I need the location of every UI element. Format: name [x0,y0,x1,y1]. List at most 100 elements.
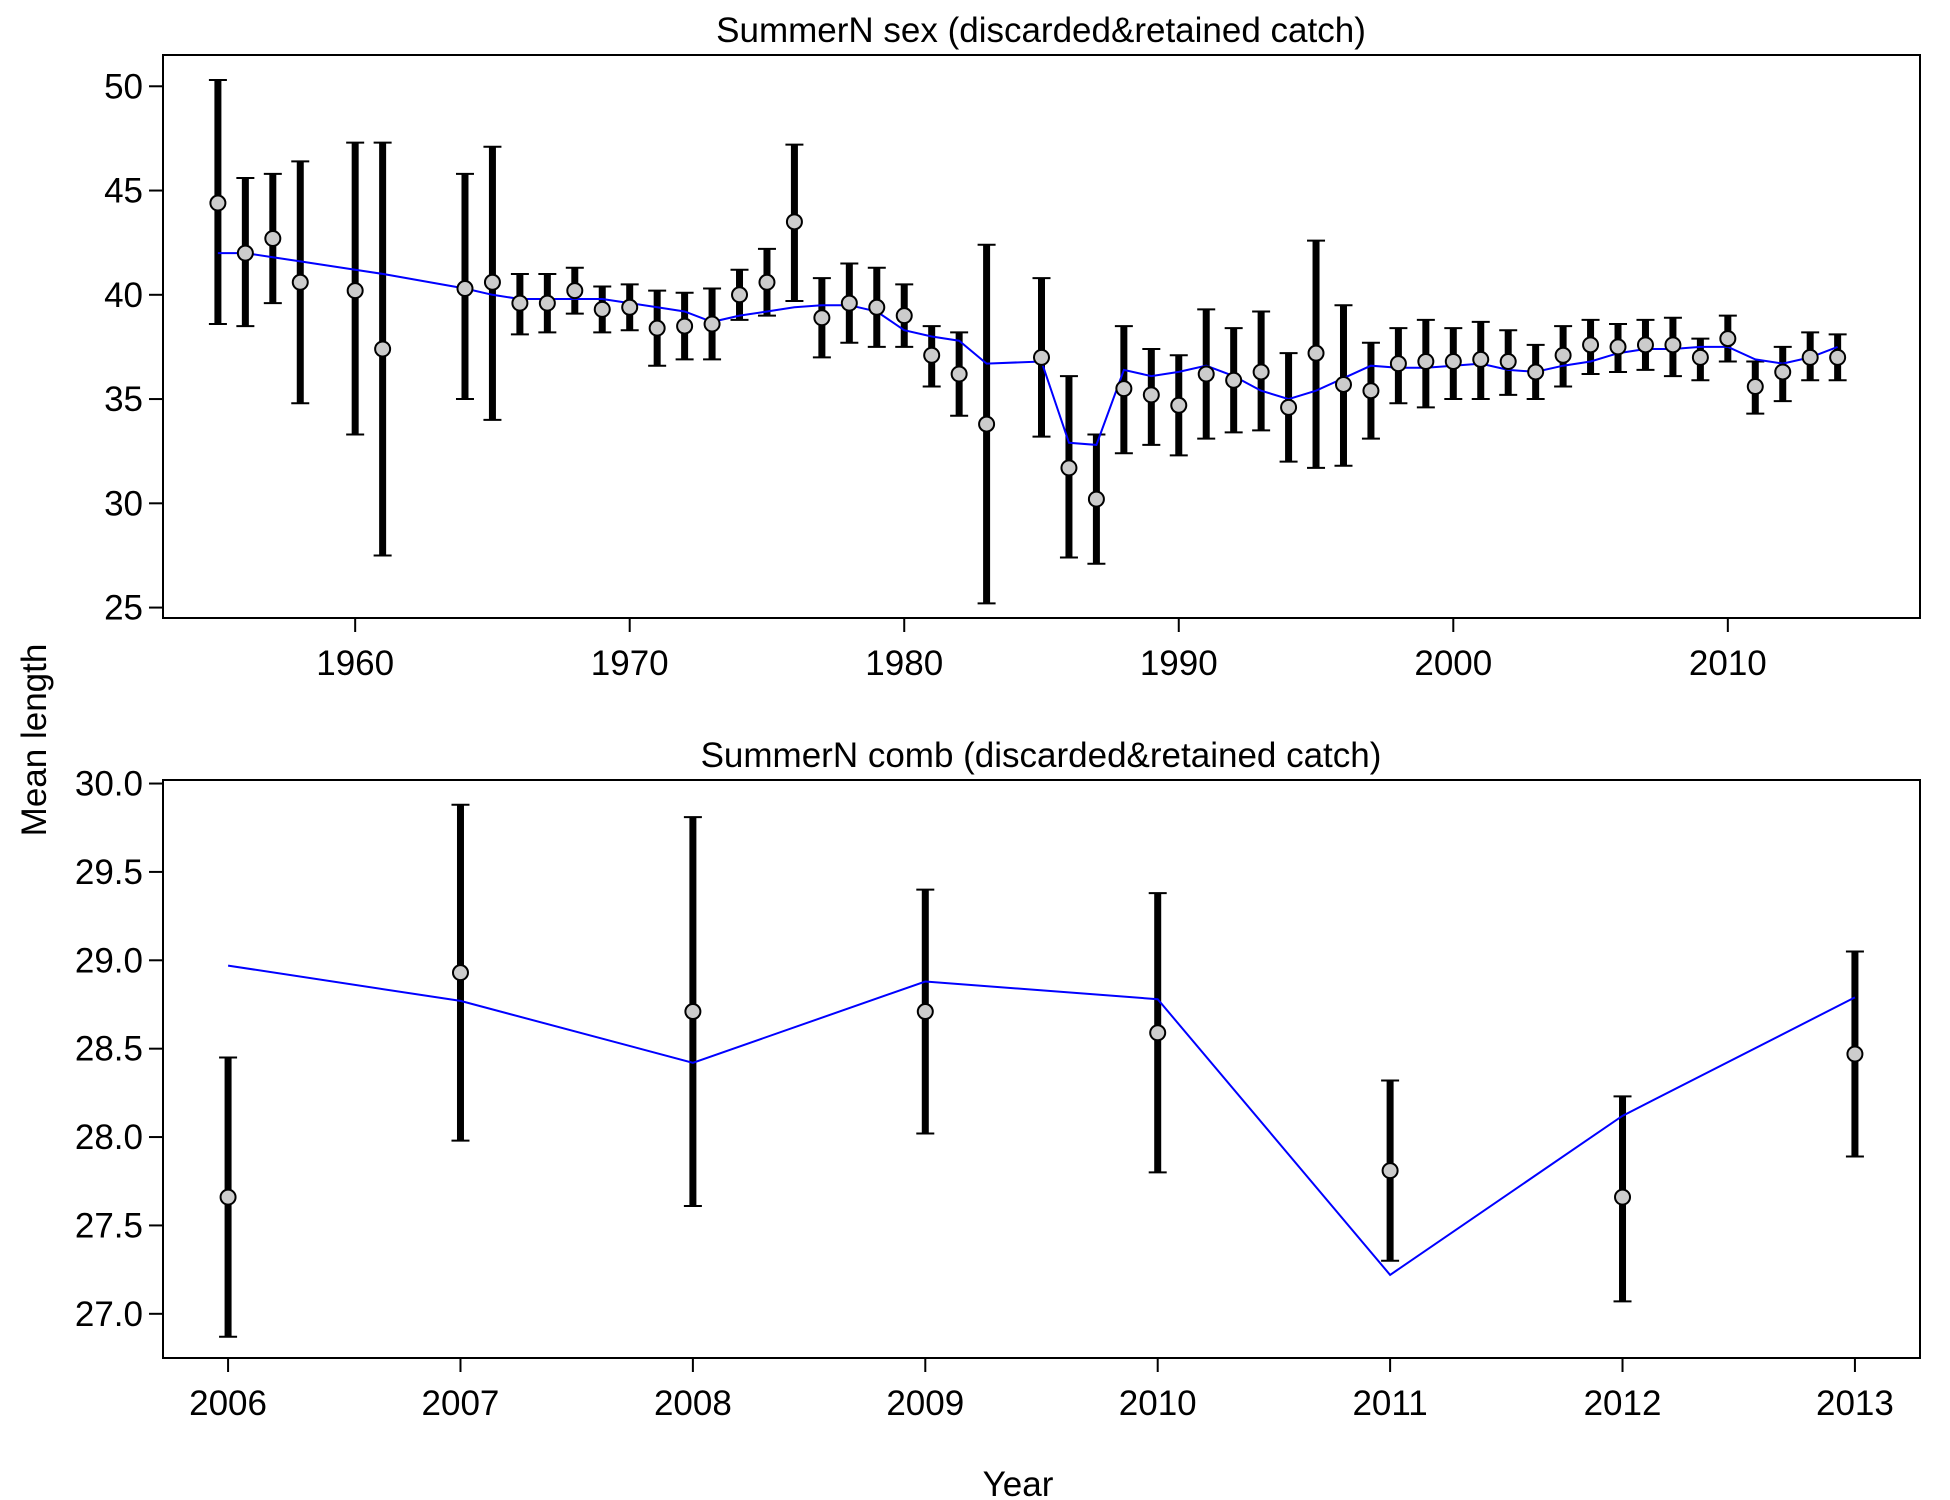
y-tick-label-sex: 50 [104,67,143,106]
y-tick-label-comb: 27.5 [75,1206,143,1245]
x-tick-label-comb: 2013 [1816,1384,1894,1423]
observed-point-sex [291,273,309,291]
y-tick-label-sex: 35 [104,380,143,419]
y-axis-label: Mean length [15,644,54,837]
y-tick-label-comb: 28.5 [75,1030,143,1069]
observed-point-sex [1444,353,1462,371]
observed-point-sex [703,315,721,333]
x-tick-label-sex: 2000 [1414,644,1492,683]
observed-point-sex [538,294,556,312]
expected-line-comb [227,964,1856,1277]
observed-point-sex [1774,363,1792,381]
y-axis-sex: 25 30 35 40 45 50 [104,67,163,628]
observed-point-sex [1060,459,1078,477]
observed-point-sex [264,229,282,247]
observed-point-comb [916,1003,934,1021]
observed-point-sex [1609,338,1627,356]
observed-point-sex [1719,330,1737,348]
observed-point-sex [758,273,776,291]
y-tick-label-comb: 30.0 [75,765,143,804]
observed-point-comb [684,1003,702,1021]
observed-point-sex [1115,380,1133,398]
marks-sex [208,79,1847,605]
observed-point-sex [785,213,803,231]
observed-point-sex [1142,386,1160,404]
observed-point-sex [566,282,584,300]
observed-point-sex [978,415,996,433]
observed-point-sex [813,309,831,327]
x-tick-label-sex: 1990 [1140,644,1218,683]
observed-point-sex [1334,375,1352,393]
observed-point-sex [1472,350,1490,368]
observed-point-sex [923,346,941,364]
y-tick-label-comb: 29.0 [75,941,143,980]
observed-point-sex [1307,344,1325,362]
observed-point-sex [1252,363,1270,381]
observed-point-sex [1225,371,1243,389]
y-tick-label-comb: 29.5 [75,853,143,892]
observed-point-comb [1846,1045,1864,1063]
observed-point-comb [219,1188,237,1206]
panel-comb: SummerN comb (discarded&retained catch) … [75,736,1921,1423]
observed-point-sex [648,319,666,337]
observed-point-comb [1614,1188,1632,1206]
x-tick-label-sex: 1970 [591,644,669,683]
observed-point-sex [511,294,529,312]
marks-comb [219,803,1864,1338]
observed-point-comb [1381,1162,1399,1180]
observed-point-sex [209,194,227,212]
observed-point-sex [1197,365,1215,383]
observed-point-sex [1362,382,1380,400]
observed-point-sex [593,300,611,318]
observed-point-sex [1170,396,1188,414]
observed-point-sex [346,282,364,300]
observed-point-sex [1691,348,1709,366]
observed-point-sex [1801,348,1819,366]
observed-point-sex [1389,355,1407,373]
x-tick-label-sex: 2010 [1689,644,1767,683]
x-tick-label-comb: 2006 [189,1384,267,1423]
x-tick-label-comb: 2008 [654,1384,732,1423]
observed-point-sex [374,340,392,358]
chart-title-comb: SummerN comb (discarded&retained catch) [701,736,1382,775]
observed-point-sex [1554,346,1572,364]
x-axis-comb: 2006 2007 2008 2009 2010 2011 2012 2013 [189,1358,1894,1423]
observed-point-sex [1527,363,1545,381]
observed-point-comb [451,964,469,982]
observed-point-sex [1417,353,1435,371]
observed-point-sex [1636,336,1654,354]
x-tick-label-comb: 2009 [886,1384,964,1423]
x-tick-label-sex: 1980 [865,644,943,683]
x-tick-label-comb: 2012 [1584,1384,1662,1423]
x-tick-label-comb: 2010 [1119,1384,1197,1423]
y-tick-label-sex: 45 [104,172,143,211]
observed-point-sex [456,280,474,298]
x-tick-label-comb: 2007 [422,1384,500,1423]
y-tick-label-sex: 30 [104,484,143,523]
x-tick-label-comb: 2011 [1352,1384,1427,1423]
plot-frame-sex [162,54,1921,619]
y-tick-label-sex: 40 [104,276,143,315]
observed-point-sex [1280,398,1298,416]
observed-point-sex [236,244,254,262]
observed-point-sex [868,298,886,316]
observed-point-sex [483,273,501,291]
observed-point-sex [1582,336,1600,354]
observed-point-sex [950,365,968,383]
observed-point-sex [1746,378,1764,396]
panel-sex: SummerN sex (discarded&retained catch) 1… [104,11,1921,683]
observed-point-comb [1149,1024,1167,1042]
y-tick-label-comb: 28.0 [75,1118,143,1157]
observed-point-sex [895,307,913,325]
x-tick-label-sex: 1960 [316,644,394,683]
x-axis-label: Year [983,1465,1054,1500]
observed-point-sex [1664,336,1682,354]
observed-point-sex [731,286,749,304]
y-tick-label-sex: 25 [104,589,143,628]
observed-point-sex [621,298,639,316]
y-tick-label-comb: 27.0 [75,1295,143,1334]
plot-frame-comb [162,779,1921,1359]
x-axis-sex: 1960 1970 1980 1990 2000 2010 [316,618,1767,683]
observed-point-sex [840,294,858,312]
observed-point-sex [1829,348,1847,366]
